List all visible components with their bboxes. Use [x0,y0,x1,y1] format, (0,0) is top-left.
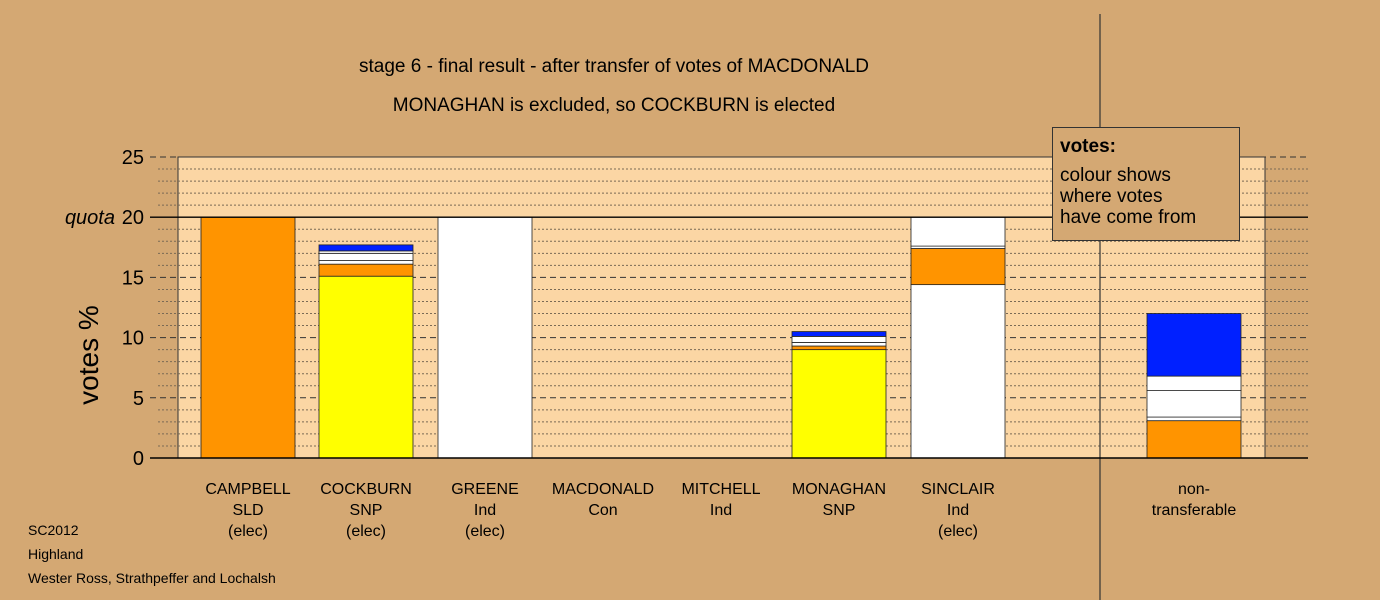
bar-segment [910,284,1006,459]
bar-segment [791,342,887,347]
category-label: (elec) [346,523,386,540]
y-tick-label: 25 [122,147,144,169]
category-label: COCKBURN [320,481,412,498]
category-label: (elec) [228,523,268,540]
footer-region: Highland [28,546,84,562]
bar-segment [1146,416,1242,422]
legend-line: colour shows [1060,165,1171,186]
bar-segment [318,252,414,261]
category-label: MONAGHAN [792,481,886,498]
bar-segment [318,263,414,277]
chart-title: stage 6 - final result - after transfer … [359,56,869,77]
category-label: MITCHELL [681,481,760,498]
bar-segment [910,248,1006,286]
bar-segment [791,345,887,351]
y-tick-label: 20 [122,207,144,229]
category-label: (elec) [938,523,978,540]
category-label: Con [588,502,617,519]
y-tick-label: 10 [122,328,144,350]
legend-box: votes: colour shows where votes have com… [1052,127,1240,241]
bar-segment [1146,420,1242,459]
y-tick-label: 15 [122,267,144,289]
category-label: non- [1178,481,1210,498]
bar-segment [318,275,414,459]
bar-segment [200,216,296,459]
category-label: SLD [232,502,263,519]
category-label: MACDONALD [552,481,654,498]
category-label: Ind [710,502,732,519]
bar-segment [910,216,1006,247]
bar-segment [437,216,533,459]
category-label: Ind [947,502,969,519]
category-label: GREENE [451,481,519,498]
footer-ward: Wester Ross, Strathpeffer and Lochalsh [28,570,276,586]
quota-label: quota [65,207,115,229]
legend-line: have come from [1060,207,1197,228]
bar-segment [318,244,414,252]
category-label: CAMPBELL [205,481,290,498]
bar-segment [791,335,887,343]
bar-segment [791,349,887,459]
category-label: SINCLAIR [921,481,995,498]
legend-title: votes: [1060,136,1116,157]
y-tick-label: 0 [133,448,144,470]
bar-segment [1146,390,1242,418]
category-label: transferable [1152,502,1237,519]
chart-subtitle: MONAGHAN is excluded, so COCKBURN is ele… [393,95,835,116]
footer-code: SC2012 [28,522,79,538]
category-label: SNP [350,502,383,519]
category-label: Ind [474,502,496,519]
bar-segment [791,331,887,337]
y-axis-label: votes % [73,305,104,405]
legend-line: where votes [1060,186,1163,207]
bar-segment [1146,375,1242,391]
category-label: (elec) [465,523,505,540]
y-tick-label: 5 [133,388,144,410]
bar-segment [318,260,414,265]
bar-segment [1146,313,1242,377]
category-label: SNP [823,502,856,519]
